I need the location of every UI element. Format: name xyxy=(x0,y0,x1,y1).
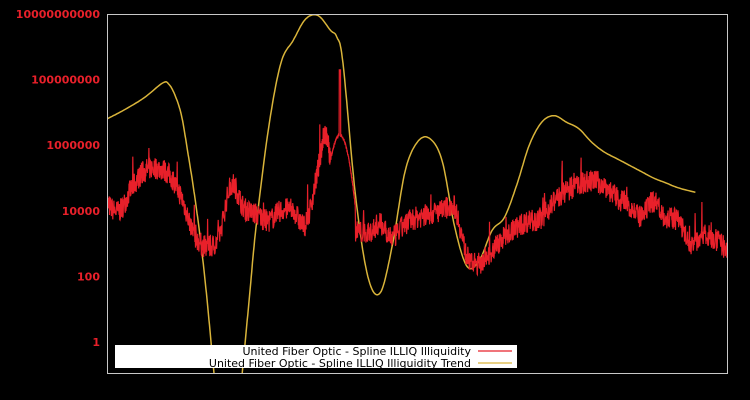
legend-box xyxy=(115,345,517,368)
y-tick-label: 100 xyxy=(77,270,100,283)
y-tick-label: 1000000 xyxy=(46,139,100,152)
illiquidity-line xyxy=(107,69,728,277)
plot-area xyxy=(107,14,728,374)
legend-label-illiquidity: United Fiber Optic - Spline ILLIQ Illiqu… xyxy=(242,345,471,358)
legend: United Fiber Optic - Spline ILLIQ Illiqu… xyxy=(115,345,517,370)
y-tick-label: 100000000 xyxy=(31,74,100,87)
legend-label-trend: United Fiber Optic - Spline ILLIQ Illiqu… xyxy=(209,357,471,370)
plot-border xyxy=(107,14,728,374)
y-tick-label: 10000000000 xyxy=(16,8,101,21)
y-tick-label: 10000 xyxy=(62,205,101,218)
y-axis-ticks: 10000000000 100000000 1000000 10000 100 1 xyxy=(16,8,101,349)
y-tick-label: 1 xyxy=(92,336,100,349)
